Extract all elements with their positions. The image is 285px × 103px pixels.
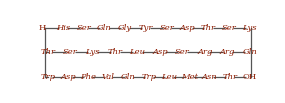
Text: Ser: Ser	[175, 48, 190, 56]
Text: Leu: Leu	[161, 73, 177, 81]
Text: Trp: Trp	[40, 73, 55, 81]
Text: Gly: Gly	[118, 24, 132, 32]
Text: Gln: Gln	[97, 24, 112, 32]
Text: Thr: Thr	[108, 48, 123, 56]
Text: Ser: Ser	[222, 24, 237, 32]
Text: Arg: Arg	[197, 48, 213, 56]
Text: Tyr: Tyr	[139, 24, 153, 32]
Text: Lys: Lys	[243, 24, 257, 32]
Text: Asn: Asn	[202, 73, 217, 81]
Text: OH: OH	[243, 73, 257, 81]
Text: His: His	[56, 24, 70, 32]
Text: Arg: Arg	[220, 48, 235, 56]
Text: Ser: Ser	[63, 48, 78, 56]
Text: Lys: Lys	[86, 48, 100, 56]
Text: Phe: Phe	[80, 73, 96, 81]
Text: Met: Met	[181, 73, 198, 81]
Text: Asp: Asp	[180, 24, 196, 32]
Text: Trp: Trp	[141, 73, 156, 81]
Text: Ser: Ser	[159, 24, 174, 32]
Text: Val: Val	[102, 73, 115, 81]
Text: Asp: Asp	[60, 73, 76, 81]
Text: Gln: Gln	[243, 48, 257, 56]
Text: Asp: Asp	[152, 48, 168, 56]
Text: H: H	[38, 24, 46, 32]
Text: Leu: Leu	[130, 48, 146, 56]
Text: Ser: Ser	[76, 24, 91, 32]
Text: Thr: Thr	[201, 24, 216, 32]
Text: Thr: Thr	[222, 73, 237, 81]
Text: Gln: Gln	[121, 73, 136, 81]
Text: Thr: Thr	[40, 48, 55, 56]
